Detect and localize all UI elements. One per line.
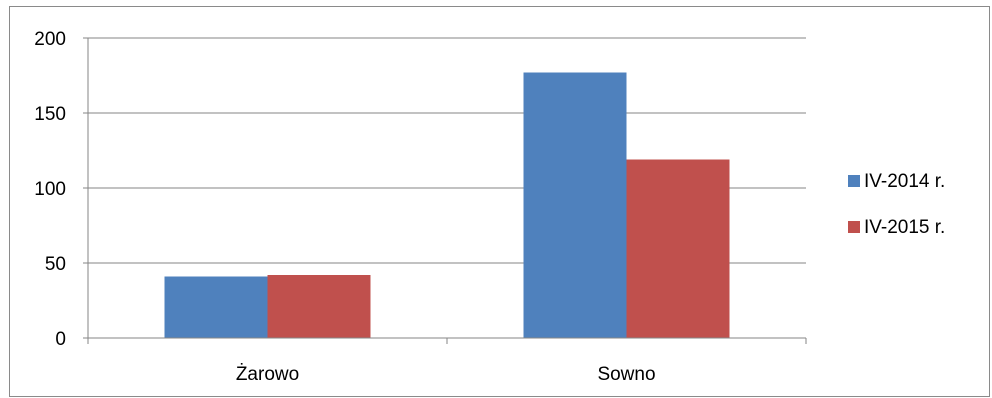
bars [164,72,730,338]
y-tick-label: 100 [34,179,66,200]
x-category-label: Sowno [597,364,655,385]
bar-series-1-1 [523,72,627,338]
legend-label: IV-2014 r. [864,171,945,192]
bar-series-1-0 [164,276,268,338]
x-category-label: Żarowo [236,364,299,385]
legend-label: IV-2015 r. [864,217,945,238]
y-axis-ticks: 0 50 100 150 200 [34,29,88,350]
bar-series-2-0 [267,275,371,338]
legend-swatch [848,221,860,233]
x-axis-labels: Żarowo Sowno [236,364,656,385]
legend-swatch [848,175,860,187]
bar-series-2-1 [626,159,730,338]
y-tick-label: 50 [45,254,66,275]
y-tick-label: 200 [34,29,66,50]
legend: IV-2014 r. IV-2015 r. [848,171,945,238]
y-tick-label: 150 [34,104,66,125]
y-tick-label: 0 [55,329,66,350]
